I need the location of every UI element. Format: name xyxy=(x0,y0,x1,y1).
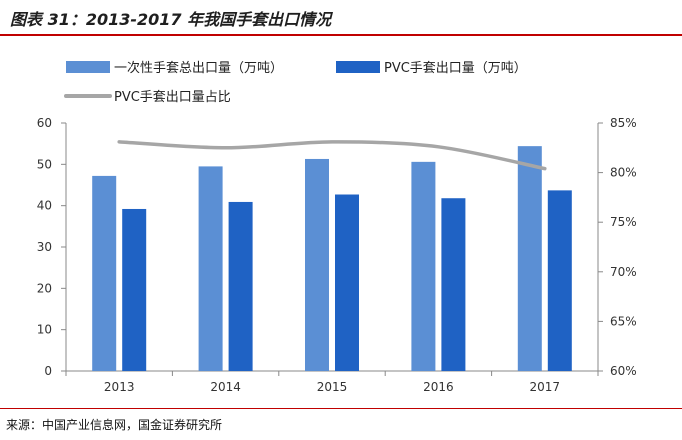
right-tick-label: 85% xyxy=(610,116,637,130)
legend-pvc-share-label: PVC手套出口量占比 xyxy=(114,89,231,105)
bar-total-export xyxy=(517,146,542,371)
legend-total-export-swatch xyxy=(66,61,110,73)
bar-pvc-export xyxy=(122,208,147,371)
legend-pvc-export-label: PVC手套出口量（万吨） xyxy=(384,60,527,76)
left-tick-label: 40 xyxy=(37,199,52,213)
bar-pvc-export xyxy=(441,198,466,371)
export-chart: 一次性手套总出口量（万吨） PVC手套出口量（万吨） PVC手套出口量占比 0 10 2… xyxy=(37,60,637,394)
left-tick-label: 10 xyxy=(37,323,52,337)
x-tick-label: 2015 xyxy=(317,380,348,394)
source-note: 来源：中国产业信息网，国金证券研究所 xyxy=(6,418,223,432)
x-tick-label: 2013 xyxy=(104,380,135,394)
bar-series xyxy=(92,146,572,371)
axes: 0 10 20 30 40 50 60 60% 65% 70% 75% 80% 85% 2013 2014 2… xyxy=(37,116,637,394)
bar-total-export xyxy=(198,166,223,371)
bar-total-export xyxy=(92,175,117,371)
figure-title: 图表 31：2013-2017 年我国手套出口情况 xyxy=(10,10,332,29)
left-tick-label: 0 xyxy=(44,364,52,378)
legend: 一次性手套总出口量（万吨） PVC手套出口量（万吨） PVC手套出口量占比 xyxy=(64,60,527,105)
legend-pvc-export-swatch xyxy=(336,61,380,73)
bar-pvc-export xyxy=(547,190,572,371)
title-divider xyxy=(0,34,682,36)
bar-pvc-export xyxy=(228,201,253,371)
left-tick-label: 60 xyxy=(37,116,52,130)
x-tick-label: 2014 xyxy=(210,380,241,394)
footer-divider xyxy=(0,408,682,409)
left-tick-label: 30 xyxy=(37,240,52,254)
bar-pvc-export xyxy=(335,194,359,371)
right-tick-label: 80% xyxy=(610,166,637,180)
legend-total-export-label: 一次性手套总出口量（万吨） xyxy=(114,60,283,76)
right-tick-label: 70% xyxy=(610,265,637,279)
x-tick-label: 2016 xyxy=(423,380,454,394)
bar-total-export xyxy=(411,161,436,371)
right-tick-label: 65% xyxy=(610,314,637,328)
right-tick-label: 60% xyxy=(610,364,637,378)
left-tick-label: 20 xyxy=(37,281,52,295)
x-tick-label: 2017 xyxy=(530,380,561,394)
left-tick-label: 50 xyxy=(37,157,52,171)
right-tick-label: 75% xyxy=(610,215,637,229)
pvc-share-line xyxy=(117,140,547,171)
bar-total-export xyxy=(305,158,329,371)
line-series xyxy=(117,140,547,171)
